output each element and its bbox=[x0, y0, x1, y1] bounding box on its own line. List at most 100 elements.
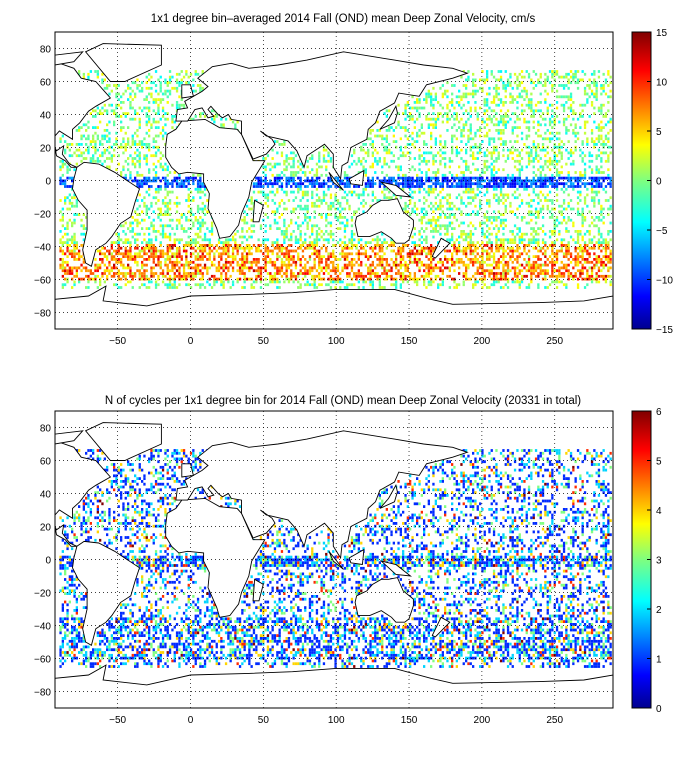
data-cell bbox=[418, 187, 421, 191]
data-cell bbox=[483, 185, 486, 188]
data-cell bbox=[336, 176, 340, 180]
data-cell bbox=[315, 179, 319, 183]
data-cell bbox=[506, 185, 510, 188]
data-cell bbox=[600, 182, 603, 186]
data-cell bbox=[306, 227, 309, 230]
data-cell bbox=[532, 227, 535, 230]
data-cell bbox=[208, 241, 211, 244]
data-cell bbox=[541, 207, 545, 211]
data-cell bbox=[171, 244, 174, 247]
data-cell bbox=[427, 246, 430, 250]
data-cell bbox=[600, 241, 603, 244]
data-cell bbox=[315, 255, 319, 258]
data-cell bbox=[504, 176, 507, 180]
data-cell bbox=[395, 272, 398, 275]
data-cell bbox=[451, 126, 454, 129]
data-cell bbox=[458, 283, 461, 287]
data-cell bbox=[185, 274, 188, 278]
data-cell bbox=[527, 249, 531, 253]
data-cell bbox=[534, 238, 538, 242]
data-cell bbox=[66, 221, 69, 225]
data-cell bbox=[297, 246, 300, 250]
data-cell bbox=[115, 249, 118, 253]
data-cell bbox=[364, 255, 367, 258]
data-cell bbox=[154, 173, 158, 177]
data-cell bbox=[283, 252, 286, 256]
data-cell bbox=[196, 187, 200, 191]
data-cell bbox=[250, 224, 253, 228]
data-cell bbox=[465, 176, 468, 180]
data-cell bbox=[357, 255, 360, 258]
data-cell bbox=[509, 117, 512, 121]
data-cell bbox=[553, 263, 556, 267]
data-cell bbox=[409, 258, 412, 261]
data-cell bbox=[537, 120, 540, 124]
data-cell bbox=[136, 224, 139, 228]
data-cell bbox=[108, 151, 111, 155]
data-cell bbox=[560, 272, 563, 275]
data-cell bbox=[455, 117, 458, 121]
data-cell bbox=[64, 182, 67, 186]
data-cell bbox=[546, 269, 549, 273]
data-cell bbox=[129, 117, 132, 121]
data-cell bbox=[576, 263, 580, 267]
data-cell bbox=[511, 185, 514, 188]
data-cell bbox=[416, 260, 419, 264]
data-cell bbox=[348, 283, 351, 287]
data-cell bbox=[304, 258, 307, 261]
data-cell bbox=[73, 244, 76, 247]
data-cell bbox=[465, 190, 468, 194]
data-cell bbox=[297, 274, 300, 278]
data-cell bbox=[595, 165, 598, 169]
data-cell bbox=[583, 185, 587, 188]
data-cell bbox=[222, 269, 225, 273]
data-cell bbox=[252, 260, 256, 264]
data-cell bbox=[299, 246, 302, 250]
data-cell bbox=[586, 274, 589, 278]
data-cell bbox=[376, 235, 379, 239]
data-cell bbox=[590, 274, 594, 278]
data-cell bbox=[224, 263, 228, 267]
data-cell bbox=[143, 154, 146, 158]
data-cell bbox=[357, 238, 360, 242]
data-cell bbox=[299, 286, 302, 289]
data-cell bbox=[68, 168, 71, 172]
data-cell bbox=[290, 179, 293, 183]
data-cell bbox=[416, 280, 419, 284]
data-cell bbox=[525, 201, 528, 205]
data-cell bbox=[252, 280, 256, 284]
data-cell bbox=[465, 162, 468, 166]
data-cell bbox=[499, 187, 503, 191]
data-cell bbox=[71, 221, 74, 225]
data-cell bbox=[511, 277, 514, 281]
data-cell bbox=[513, 224, 517, 228]
data-cell bbox=[430, 260, 433, 264]
data-cell bbox=[215, 280, 218, 284]
data-cell bbox=[590, 266, 594, 270]
data-cell bbox=[108, 269, 111, 273]
data-cell bbox=[322, 157, 326, 160]
data-cell bbox=[432, 246, 435, 250]
data-cell bbox=[527, 159, 531, 163]
data-cell bbox=[64, 232, 67, 236]
data-cell bbox=[546, 137, 549, 141]
data-cell bbox=[590, 280, 594, 284]
data-cell bbox=[483, 244, 486, 247]
data-cell bbox=[446, 117, 449, 121]
data-cell bbox=[152, 230, 155, 233]
data-cell bbox=[94, 266, 97, 270]
data-cell bbox=[168, 258, 172, 261]
data-cell bbox=[560, 151, 563, 155]
data-cell bbox=[238, 235, 242, 239]
data-cell bbox=[555, 154, 559, 158]
data-cell bbox=[397, 165, 400, 169]
data-cell bbox=[278, 173, 281, 177]
data-cell bbox=[388, 269, 391, 273]
data-cell bbox=[283, 272, 286, 275]
data-cell bbox=[395, 179, 398, 183]
data-cell bbox=[224, 238, 228, 242]
data-cell bbox=[166, 207, 169, 211]
data-cell bbox=[541, 185, 545, 188]
data-cell bbox=[525, 137, 528, 141]
data-cell bbox=[189, 286, 193, 289]
